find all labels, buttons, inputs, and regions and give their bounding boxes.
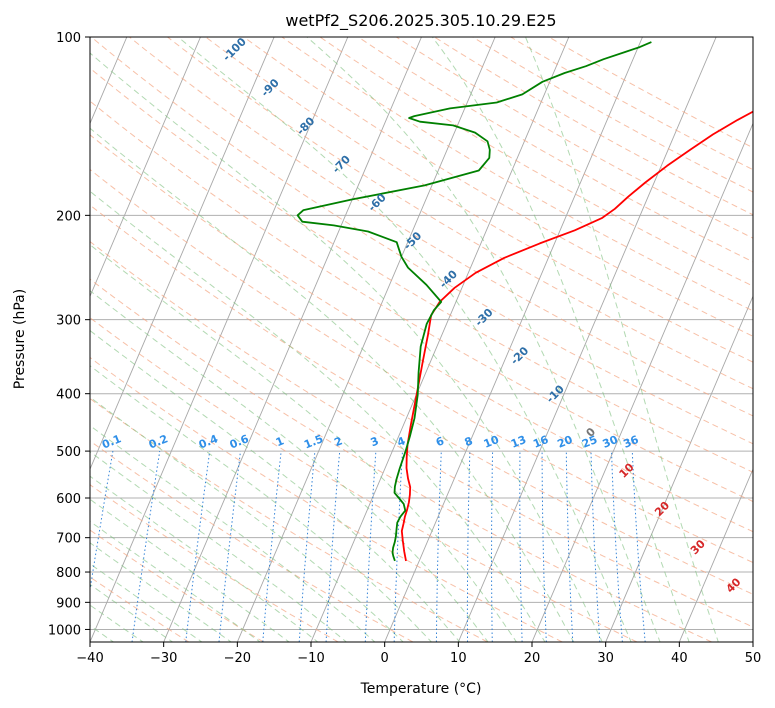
dry-adiabat	[90, 484, 339, 642]
mixing-ratio-line	[298, 451, 316, 642]
x-tick-label: −30	[150, 651, 177, 666]
isotherm-line	[90, 37, 275, 471]
mixing-ratio-label: 8	[463, 434, 475, 449]
chart-title: wetPf2_S206.2025.305.10.29.E25	[285, 11, 556, 31]
mixing-ratio-label: 1	[274, 434, 286, 449]
mixing-ratio-label: 10	[482, 433, 501, 451]
moist-adiabat	[90, 244, 518, 642]
y-tick-label: 900	[56, 596, 81, 611]
y-tick-label: 500	[56, 445, 81, 460]
dry-adiabat	[90, 356, 563, 642]
y-tick-label: 1000	[48, 623, 81, 638]
moist-adiabat	[90, 498, 290, 642]
dry-adiabat	[90, 529, 264, 642]
moist-adiabat	[90, 329, 461, 642]
dry-adiabat	[281, 37, 753, 312]
moist-adiabat	[306, 37, 661, 642]
mixing-ratio-line	[131, 451, 161, 642]
x-tick-label: −10	[297, 651, 324, 666]
isotherm-line	[236, 37, 496, 642]
isotherm-line	[457, 37, 717, 642]
y-tick-label: 200	[56, 209, 81, 224]
dry-adiabat	[90, 100, 753, 503]
moist-adiabat	[90, 424, 376, 642]
x-tick-label: 0	[381, 651, 389, 666]
x-tick-label: 30	[597, 651, 614, 666]
moist-adiabat	[431, 37, 690, 642]
pressure-gridlines	[90, 37, 753, 630]
mixing-ratio-label: 25	[580, 433, 599, 451]
mixing-ratio-lines	[90, 451, 646, 642]
mixing-ratio-label: 36	[621, 433, 640, 451]
x-tick-label: 20	[524, 651, 541, 666]
moist-adiabat	[90, 583, 174, 642]
x-tick-label: −20	[224, 651, 251, 666]
mixing-ratio-line	[218, 451, 241, 642]
dry-adiabat	[129, 37, 753, 417]
isotherm-line	[90, 37, 201, 298]
mixing-ratio-label: 3	[369, 434, 381, 449]
x-tick-label: −40	[76, 651, 103, 666]
x-axis-ticks: −40 −30 −20 −10 0 10 20 30 40 50	[76, 642, 761, 666]
isotherm-line	[678, 467, 753, 642]
mixing-ratio-line	[185, 451, 211, 642]
mixing-ratio-label: 16	[531, 433, 550, 451]
dry-adiabat	[90, 134, 753, 533]
moist-adiabat	[90, 475, 319, 642]
dry-adiabat	[90, 37, 753, 445]
dry-adiabat	[90, 168, 753, 564]
y-tick-label: 400	[56, 388, 81, 403]
moist-adiabat	[90, 127, 575, 642]
isotherm-line	[90, 37, 349, 642]
isotherm-line	[605, 295, 753, 642]
mixing-ratio-label: 20	[555, 433, 574, 451]
y-axis-ticks: 100 200 300 400 500 600 700 800 900 1000	[48, 31, 90, 638]
moist-adiabat	[90, 290, 489, 642]
y-tick-label: 700	[56, 532, 81, 547]
profile-series	[296, 41, 753, 562]
y-tick-label: 100	[56, 31, 81, 46]
moist-adiabat	[525, 37, 719, 642]
plot-frame	[89, 36, 754, 643]
y-tick-label: 800	[56, 566, 81, 581]
x-tick-label: 50	[745, 651, 762, 666]
dry-adiabat	[90, 397, 488, 642]
mixing-ratio-line	[631, 451, 646, 642]
moist-adiabat	[90, 52, 603, 642]
mixing-ratio-label: 2	[332, 434, 344, 449]
moist-adiabats	[90, 37, 719, 642]
dry-adiabat	[243, 37, 753, 337]
profile-line	[400, 110, 753, 562]
dry-adiabat	[90, 204, 753, 595]
y-tick-label: 600	[56, 492, 81, 507]
x-tick-label: 40	[671, 651, 688, 666]
mixing-ratio-label: 30	[601, 433, 620, 451]
isotherm-line	[384, 37, 643, 642]
plot-area: 0.1 0.2 0.4 0.6 1 1.5 2 3 4 6 8 10 13 16 20 25 30 36-100-…	[90, 37, 753, 642]
moist-adiabat	[90, 396, 404, 642]
isotherm-line	[531, 122, 753, 642]
mixing-ratio-label: 13	[509, 433, 528, 451]
dry-adiabat	[90, 278, 712, 642]
x-axis-label: Temperature (°C)	[360, 681, 482, 697]
dry-adiabat	[90, 241, 753, 628]
isotherm-line	[163, 37, 422, 642]
moist-adiabat	[177, 37, 632, 642]
mixing-ratio-line	[90, 451, 114, 593]
profile-line	[296, 41, 652, 562]
moist-adiabat	[90, 451, 348, 642]
y-axis-label: Pressure (hPa)	[12, 289, 28, 389]
y-tick-label: 300	[56, 314, 81, 329]
mixing-ratio-line	[262, 451, 282, 642]
x-tick-label: 10	[450, 651, 467, 666]
moist-adiabat	[90, 365, 433, 642]
moist-adiabat	[90, 604, 145, 642]
